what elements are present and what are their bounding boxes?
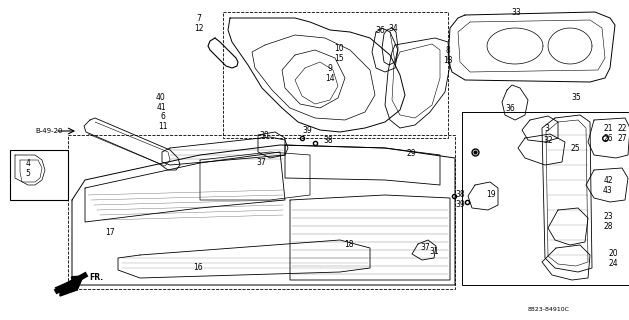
Text: 19: 19 — [486, 189, 496, 198]
Text: FR.: FR. — [89, 274, 103, 283]
Text: 39: 39 — [302, 125, 312, 134]
Text: 13: 13 — [443, 55, 453, 65]
Text: 43: 43 — [603, 186, 613, 195]
Text: 39: 39 — [455, 199, 465, 209]
Text: 32: 32 — [543, 135, 553, 145]
Text: 6: 6 — [160, 111, 165, 121]
Text: 24: 24 — [608, 259, 618, 268]
Text: 35: 35 — [571, 92, 581, 101]
Bar — [223, 12, 448, 138]
Text: 28: 28 — [603, 221, 613, 230]
Text: 36: 36 — [505, 103, 515, 113]
Text: 41: 41 — [156, 102, 166, 111]
Text: 9: 9 — [328, 63, 333, 73]
Text: 42: 42 — [603, 175, 613, 185]
Text: 38: 38 — [455, 189, 465, 198]
Text: 33: 33 — [511, 7, 521, 17]
Text: 10: 10 — [334, 44, 344, 52]
Text: 36: 36 — [375, 26, 385, 35]
Text: 37: 37 — [420, 243, 430, 252]
Text: 8: 8 — [445, 45, 450, 54]
Text: 12: 12 — [194, 23, 204, 33]
Text: 5: 5 — [26, 169, 30, 178]
Text: 18: 18 — [344, 239, 353, 249]
Text: 40: 40 — [156, 92, 166, 101]
Text: 31: 31 — [429, 246, 439, 255]
Text: 30: 30 — [259, 131, 269, 140]
Text: 11: 11 — [159, 122, 168, 131]
Text: 15: 15 — [334, 53, 344, 62]
Text: 26: 26 — [603, 133, 613, 142]
Bar — [68, 135, 455, 289]
Polygon shape — [55, 276, 83, 290]
Text: 7: 7 — [196, 13, 201, 22]
Text: 14: 14 — [325, 74, 335, 83]
Text: 8823-84910C: 8823-84910C — [528, 307, 570, 312]
Text: B-49-20: B-49-20 — [35, 128, 62, 134]
Text: 37: 37 — [256, 157, 266, 166]
Text: 22: 22 — [617, 124, 626, 132]
Text: 3: 3 — [545, 124, 550, 132]
Text: 23: 23 — [603, 212, 613, 220]
Polygon shape — [60, 276, 83, 296]
Text: 16: 16 — [193, 263, 203, 273]
Text: 25: 25 — [570, 143, 580, 153]
Text: 29: 29 — [406, 148, 416, 157]
Text: 38: 38 — [323, 135, 333, 145]
Text: 4: 4 — [26, 158, 30, 167]
Text: 27: 27 — [617, 133, 627, 142]
Bar — [462, 112, 629, 285]
Bar — [10, 150, 68, 200]
Text: 21: 21 — [603, 124, 613, 132]
Text: 17: 17 — [105, 228, 115, 236]
Text: 34: 34 — [388, 23, 398, 33]
Text: 20: 20 — [608, 249, 618, 258]
